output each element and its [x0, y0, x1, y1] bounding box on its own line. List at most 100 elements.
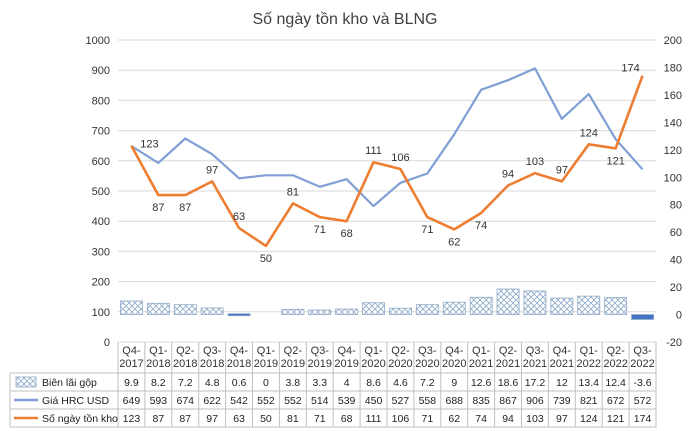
table-cell: 835 — [472, 395, 490, 407]
category-label-Q3-2018: Q3-2018 — [200, 345, 224, 370]
table-cell: 97 — [556, 413, 568, 425]
left-axis-tick-label: 800 — [92, 95, 110, 107]
left-axis-tick-label: 900 — [92, 65, 110, 77]
data-label-Q1-2020: 111 — [365, 145, 382, 157]
category-label-Q1-2022: Q1-2022 — [577, 345, 601, 370]
left-axis-tick-label: 600 — [92, 156, 110, 168]
left-axis-tick-label: 100 — [92, 307, 110, 319]
bar-Q4-2019 — [335, 308, 359, 315]
right-axis: -20 0 20 40 60 80 100 120 140 160 180 200 — [664, 35, 682, 349]
table-cell: 3.3 — [312, 377, 327, 389]
data-label-Q3-2022: 174 — [621, 63, 639, 75]
data-label-Q1-2018: 87 — [152, 202, 164, 214]
table-cell: 71 — [314, 413, 326, 425]
data-label-Q2-2022: 121 — [606, 155, 624, 167]
table-cell: 9.9 — [124, 377, 139, 389]
bar-Q2-2022 — [604, 297, 628, 315]
series-line — [130, 67, 644, 208]
table-cell: 542 — [230, 395, 248, 407]
data-label-Q2-2021: 94 — [502, 169, 514, 181]
table-cell: 821 — [580, 395, 598, 407]
series-line — [130, 75, 644, 248]
data-label-Q2-2019: 81 — [287, 186, 299, 198]
table-cell: 7.2 — [178, 377, 193, 389]
table-cell: 62 — [448, 413, 460, 425]
category-label-Q1-2020: Q1-2020 — [361, 345, 385, 370]
table-cell: 8.2 — [151, 377, 166, 389]
legend-name: Biên lãi gộp — [42, 377, 97, 389]
right-axis-tick-label: 60 — [670, 227, 682, 239]
bar-Q2-2021 — [496, 288, 520, 315]
line-series-gia-hrc — [130, 67, 644, 208]
bar-Q3-2019 — [308, 309, 332, 315]
data-label-Q2-2020: 106 — [391, 152, 409, 164]
right-axis-tick-label: 0 — [676, 310, 682, 322]
category-label-Q4-2020: Q4-2020 — [442, 345, 466, 370]
table-cell: 18.6 — [498, 377, 519, 389]
bar-Q2-2020 — [389, 307, 412, 315]
table-cell: 106 — [392, 413, 410, 425]
data-label-Q1-2019: 50 — [260, 253, 272, 265]
table-cell: 111 — [366, 413, 382, 425]
table-cell: 97 — [206, 413, 218, 425]
table-cell: 7.2 — [420, 377, 435, 389]
bar-Q4-2021 — [550, 297, 574, 315]
category-label-Q1-2019: Q1-2019 — [254, 345, 278, 370]
table-cell: 71 — [422, 413, 434, 425]
right-axis-tick-label: 120 — [664, 145, 682, 157]
right-axis-tick-label: -20 — [666, 337, 682, 349]
table-cell: 0 — [263, 377, 269, 389]
category-label-Q3-2021: Q3-2021 — [523, 345, 547, 370]
legend-name: Số ngày tồn kho — [42, 413, 118, 425]
table-cell: 0.6 — [232, 377, 247, 389]
table-cell: 87 — [153, 413, 165, 425]
table-cell: -3.6 — [634, 377, 652, 389]
table-cell: 123 — [123, 413, 141, 425]
legend-name: Giá HRC USD — [42, 395, 110, 407]
data-label-Q4-2018: 63 — [233, 211, 245, 223]
bar-Q3-2021 — [523, 290, 547, 315]
table-cell: 68 — [341, 413, 353, 425]
gridlines — [118, 39, 656, 343]
table-cell: 50 — [260, 413, 272, 425]
line-series-so-ngay-ton-kho — [130, 75, 644, 248]
bar-Q3-2022 — [631, 314, 654, 320]
category-label-Q1-2021: Q1-2021 — [469, 345, 493, 370]
category-label-Q4-2017: Q4-2017 — [119, 345, 143, 370]
left-axis-tick-label: 400 — [92, 216, 110, 228]
table-cell: 674 — [176, 395, 194, 407]
table-cell: 4.6 — [393, 377, 408, 389]
table-cell: 572 — [634, 395, 652, 407]
table-cell: 9 — [451, 377, 457, 389]
left-axis-tick-label: 0 — [104, 337, 110, 349]
category-label-Q2-2022: Q2-2022 — [603, 345, 627, 370]
bar-Q3-2020 — [415, 304, 439, 315]
left-axis: 0 100 200 300 400 500 600 700 800 900 1000 — [86, 35, 110, 349]
table-cell: 649 — [123, 395, 141, 407]
bar-Q4-2020 — [442, 301, 466, 315]
category-label-Q2-2019: Q2-2019 — [281, 345, 305, 370]
table-cell: 906 — [526, 395, 544, 407]
right-axis-tick-label: 200 — [664, 35, 682, 47]
left-axis-tick-label: 200 — [92, 277, 110, 289]
left-axis-tick-label: 300 — [92, 246, 110, 258]
left-axis-tick-label: 700 — [92, 126, 110, 138]
data-label-Q1-2022: 124 — [580, 127, 598, 139]
table-cell: 124 — [580, 413, 598, 425]
data-label-Q4-2019: 68 — [341, 228, 353, 240]
table-cell: 593 — [150, 395, 168, 407]
table-cell: 13.4 — [579, 377, 600, 389]
bar-series-bien-lai-gop — [120, 288, 654, 320]
table-cell: 17.2 — [525, 377, 546, 389]
table-cell: 174 — [634, 413, 652, 425]
data-label-Q3-2019: 71 — [314, 224, 326, 236]
bar-Q1-2018 — [146, 302, 170, 315]
table-cell: 103 — [526, 413, 544, 425]
table-cell: 12.6 — [471, 377, 492, 389]
table-cell: 867 — [499, 395, 517, 407]
data-labels-so-ngay-ton-kho: 123 87 87 97 63 50 81 71 68 111 106 71 62 74 94 103 97 12… — [140, 63, 639, 265]
data-label-Q3-2021: 103 — [526, 156, 544, 168]
table-cell: 4 — [344, 377, 350, 389]
